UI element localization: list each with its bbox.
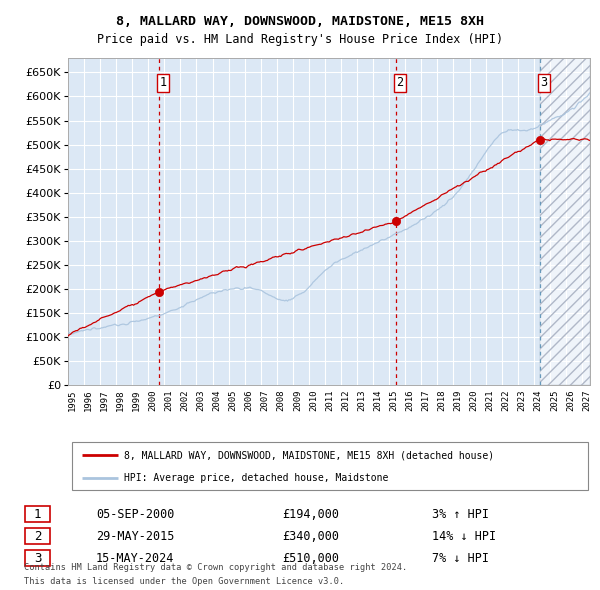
Text: 2003: 2003 <box>196 389 205 411</box>
Text: 29-MAY-2015: 29-MAY-2015 <box>96 529 175 542</box>
Text: 1998: 1998 <box>116 389 125 411</box>
Text: 2001: 2001 <box>164 389 173 411</box>
Text: 1: 1 <box>160 77 167 90</box>
Text: 2007: 2007 <box>261 389 270 411</box>
Text: 1999: 1999 <box>132 389 141 411</box>
Text: 15-MAY-2024: 15-MAY-2024 <box>96 552 175 565</box>
Text: £510,000: £510,000 <box>282 552 339 565</box>
FancyBboxPatch shape <box>72 442 588 490</box>
Text: 2024: 2024 <box>534 389 543 411</box>
Text: 3: 3 <box>541 77 547 90</box>
Text: 2: 2 <box>34 529 41 542</box>
Text: 7% ↓ HPI: 7% ↓ HPI <box>432 552 489 565</box>
Text: 2025: 2025 <box>550 389 559 411</box>
Text: 2027: 2027 <box>582 389 591 411</box>
Text: 2000: 2000 <box>148 389 157 411</box>
Text: Price paid vs. HM Land Registry's House Price Index (HPI): Price paid vs. HM Land Registry's House … <box>97 33 503 46</box>
Text: £194,000: £194,000 <box>282 507 339 520</box>
Text: 1997: 1997 <box>100 389 109 411</box>
Text: 1996: 1996 <box>84 389 93 411</box>
Text: 2014: 2014 <box>373 389 382 411</box>
Text: 2009: 2009 <box>293 389 302 411</box>
Text: 2006: 2006 <box>245 389 254 411</box>
Text: 2018: 2018 <box>437 389 446 411</box>
Text: HPI: Average price, detached house, Maidstone: HPI: Average price, detached house, Maid… <box>124 473 388 483</box>
Text: 2: 2 <box>397 77 404 90</box>
Text: 2015: 2015 <box>389 389 398 411</box>
Text: 2002: 2002 <box>181 389 190 411</box>
Text: 14% ↓ HPI: 14% ↓ HPI <box>432 529 496 542</box>
Text: £340,000: £340,000 <box>282 529 339 542</box>
Text: 2020: 2020 <box>470 389 479 411</box>
Text: 2005: 2005 <box>229 389 238 411</box>
Text: 05-SEP-2000: 05-SEP-2000 <box>96 507 175 520</box>
Text: 3: 3 <box>34 552 41 565</box>
Text: 2022: 2022 <box>502 389 511 411</box>
Text: 2021: 2021 <box>485 389 494 411</box>
Text: 2012: 2012 <box>341 389 350 411</box>
Text: Contains HM Land Registry data © Crown copyright and database right 2024.: Contains HM Land Registry data © Crown c… <box>24 563 407 572</box>
Text: 2008: 2008 <box>277 389 286 411</box>
Text: 8, MALLARD WAY, DOWNSWOOD, MAIDSTONE, ME15 8XH: 8, MALLARD WAY, DOWNSWOOD, MAIDSTONE, ME… <box>116 15 484 28</box>
Text: 8, MALLARD WAY, DOWNSWOOD, MAIDSTONE, ME15 8XH (detached house): 8, MALLARD WAY, DOWNSWOOD, MAIDSTONE, ME… <box>124 450 494 460</box>
Text: This data is licensed under the Open Government Licence v3.0.: This data is licensed under the Open Gov… <box>24 578 344 586</box>
Text: 1995: 1995 <box>68 389 77 411</box>
Text: 2017: 2017 <box>421 389 430 411</box>
Text: 1: 1 <box>34 507 41 520</box>
Text: 3% ↑ HPI: 3% ↑ HPI <box>432 507 489 520</box>
Text: 2011: 2011 <box>325 389 334 411</box>
Text: 2019: 2019 <box>454 389 463 411</box>
Text: 2004: 2004 <box>212 389 221 411</box>
Text: 2010: 2010 <box>309 389 318 411</box>
Text: 2013: 2013 <box>357 389 366 411</box>
Text: 2023: 2023 <box>518 389 527 411</box>
Text: 2016: 2016 <box>405 389 414 411</box>
Text: 2026: 2026 <box>566 389 575 411</box>
